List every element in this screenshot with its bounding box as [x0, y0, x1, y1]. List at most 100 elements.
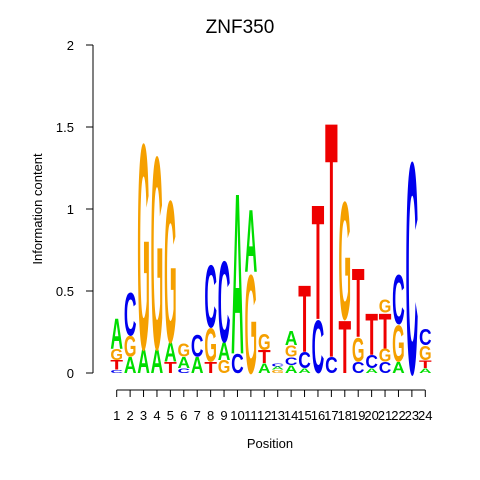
logo-letter-C: C — [204, 247, 217, 347]
logo-letter-T: T — [338, 305, 351, 390]
logo-letter-C: C — [379, 359, 392, 377]
logo-letter-G: G — [164, 160, 177, 386]
x-tick-label: 2 — [127, 408, 134, 423]
logo-letter-G: G — [338, 168, 351, 355]
logo-letter-A: A — [245, 191, 258, 291]
x-tick-label: 22 — [391, 408, 405, 423]
logo-letter-C: C — [392, 259, 405, 339]
logo-letter-G: G — [258, 330, 271, 355]
x-tick-label: 14 — [284, 408, 298, 423]
logo-column: AG — [151, 100, 164, 408]
logo-letter-A: A — [365, 367, 378, 375]
logo-column: C — [406, 101, 419, 438]
logo-letter-A: A — [419, 367, 432, 375]
logo-letter-C: C — [312, 306, 325, 390]
logo-letter-C: C — [110, 369, 123, 374]
logo-letter-A: A — [151, 342, 164, 381]
logo-column: AC — [191, 329, 204, 378]
logo-letter-C: C — [352, 359, 365, 377]
x-tick-label: 1 — [113, 408, 120, 423]
logo-letter-T: T — [298, 265, 311, 373]
x-tick-label: 24 — [418, 408, 432, 423]
logo-letter-T: T — [258, 347, 271, 368]
chart-title: ZNF350 — [206, 17, 275, 38]
logo-letter-C: C — [231, 348, 244, 379]
logo-letter-A: A — [124, 354, 137, 379]
x-tick-label: 9 — [220, 408, 227, 423]
logo-column: GAC — [218, 237, 231, 377]
logo-letter-G: G — [245, 247, 258, 404]
x-tick-label: 6 — [180, 408, 187, 423]
logo-column: CT — [325, 52, 338, 429]
logo-letter-C: C — [124, 280, 137, 349]
logo-letter-A: A — [285, 364, 298, 376]
logo-letter-G: G — [392, 316, 405, 374]
logo-letter-C: C — [298, 349, 311, 374]
logo-letter-G: G — [151, 100, 164, 408]
y-tick-label: 2 — [67, 38, 74, 53]
y-tick-label: 0 — [67, 366, 74, 381]
logo-column: GA — [245, 191, 258, 404]
logo-letter-C: C — [406, 101, 419, 438]
logo-letter-G: G — [285, 343, 298, 361]
logo-letter-C: C — [177, 367, 190, 375]
logo-column: CAG — [177, 340, 190, 375]
y-tick-label: 1 — [67, 202, 74, 217]
x-tick-label: 21 — [378, 408, 392, 423]
x-tick-label: 17 — [324, 408, 338, 423]
logo-letter-T: T — [164, 358, 177, 376]
logo-column: TAG — [164, 160, 177, 386]
x-tick-label: 23 — [405, 408, 419, 423]
x-tick-label: 16 — [311, 408, 325, 423]
logo-column: AGC — [392, 259, 405, 377]
x-tick-label: 10 — [230, 408, 244, 423]
logo-letter-C: C — [325, 354, 338, 379]
x-tick-label: 15 — [297, 408, 311, 423]
logo-letter-T: T — [352, 248, 365, 357]
logo-letter-T: T — [419, 358, 432, 371]
logo-column: AG — [137, 84, 150, 412]
logo-letter-A: A — [231, 145, 244, 403]
logo-letter-T: T — [379, 304, 392, 360]
logo-letter-A: A — [271, 365, 284, 370]
logo-letter-G: G — [137, 84, 150, 412]
x-tick-label: 7 — [194, 408, 201, 423]
logo-letter-G: G — [271, 369, 284, 374]
logo-letter-C: C — [365, 352, 378, 372]
x-tick-label: 20 — [364, 408, 378, 423]
logo-letter-A: A — [177, 354, 190, 372]
logo-letter-C: C — [218, 237, 231, 367]
logo-column: CGT — [352, 248, 365, 376]
logo-letter-C: C — [285, 356, 298, 368]
logo-letter-A: A — [164, 336, 177, 367]
logo-letter-G: G — [352, 331, 365, 369]
y-axis-label: Information content — [30, 153, 45, 265]
y-tick-label: 1.5 — [56, 120, 74, 135]
x-tick-label: 19 — [351, 408, 365, 423]
logo-letter-G: G — [379, 345, 392, 366]
logo-letter-T: T — [365, 303, 378, 368]
logo-letter-A: A — [298, 367, 311, 375]
logo-letter-T: T — [110, 357, 123, 373]
logo-column: ATG — [258, 330, 271, 376]
logo-letter-C: C — [191, 329, 204, 364]
x-tick-label: 13 — [270, 408, 284, 423]
logo-letter-C: C — [419, 326, 432, 351]
logo-letter-G: G — [218, 356, 231, 377]
logo-letter-G: G — [124, 331, 137, 364]
logo-letter-C: C — [271, 362, 284, 367]
x-tick-label: 3 — [140, 408, 147, 423]
x-tick-label: 5 — [167, 408, 174, 423]
logo-letter-G: G — [379, 295, 392, 316]
logo-letter-T: T — [312, 170, 325, 354]
logo-letter-T: T — [325, 52, 338, 429]
logo-column: ACT — [298, 265, 311, 375]
logo-column: ACT — [365, 303, 378, 375]
x-tick-label: 12 — [257, 408, 271, 423]
